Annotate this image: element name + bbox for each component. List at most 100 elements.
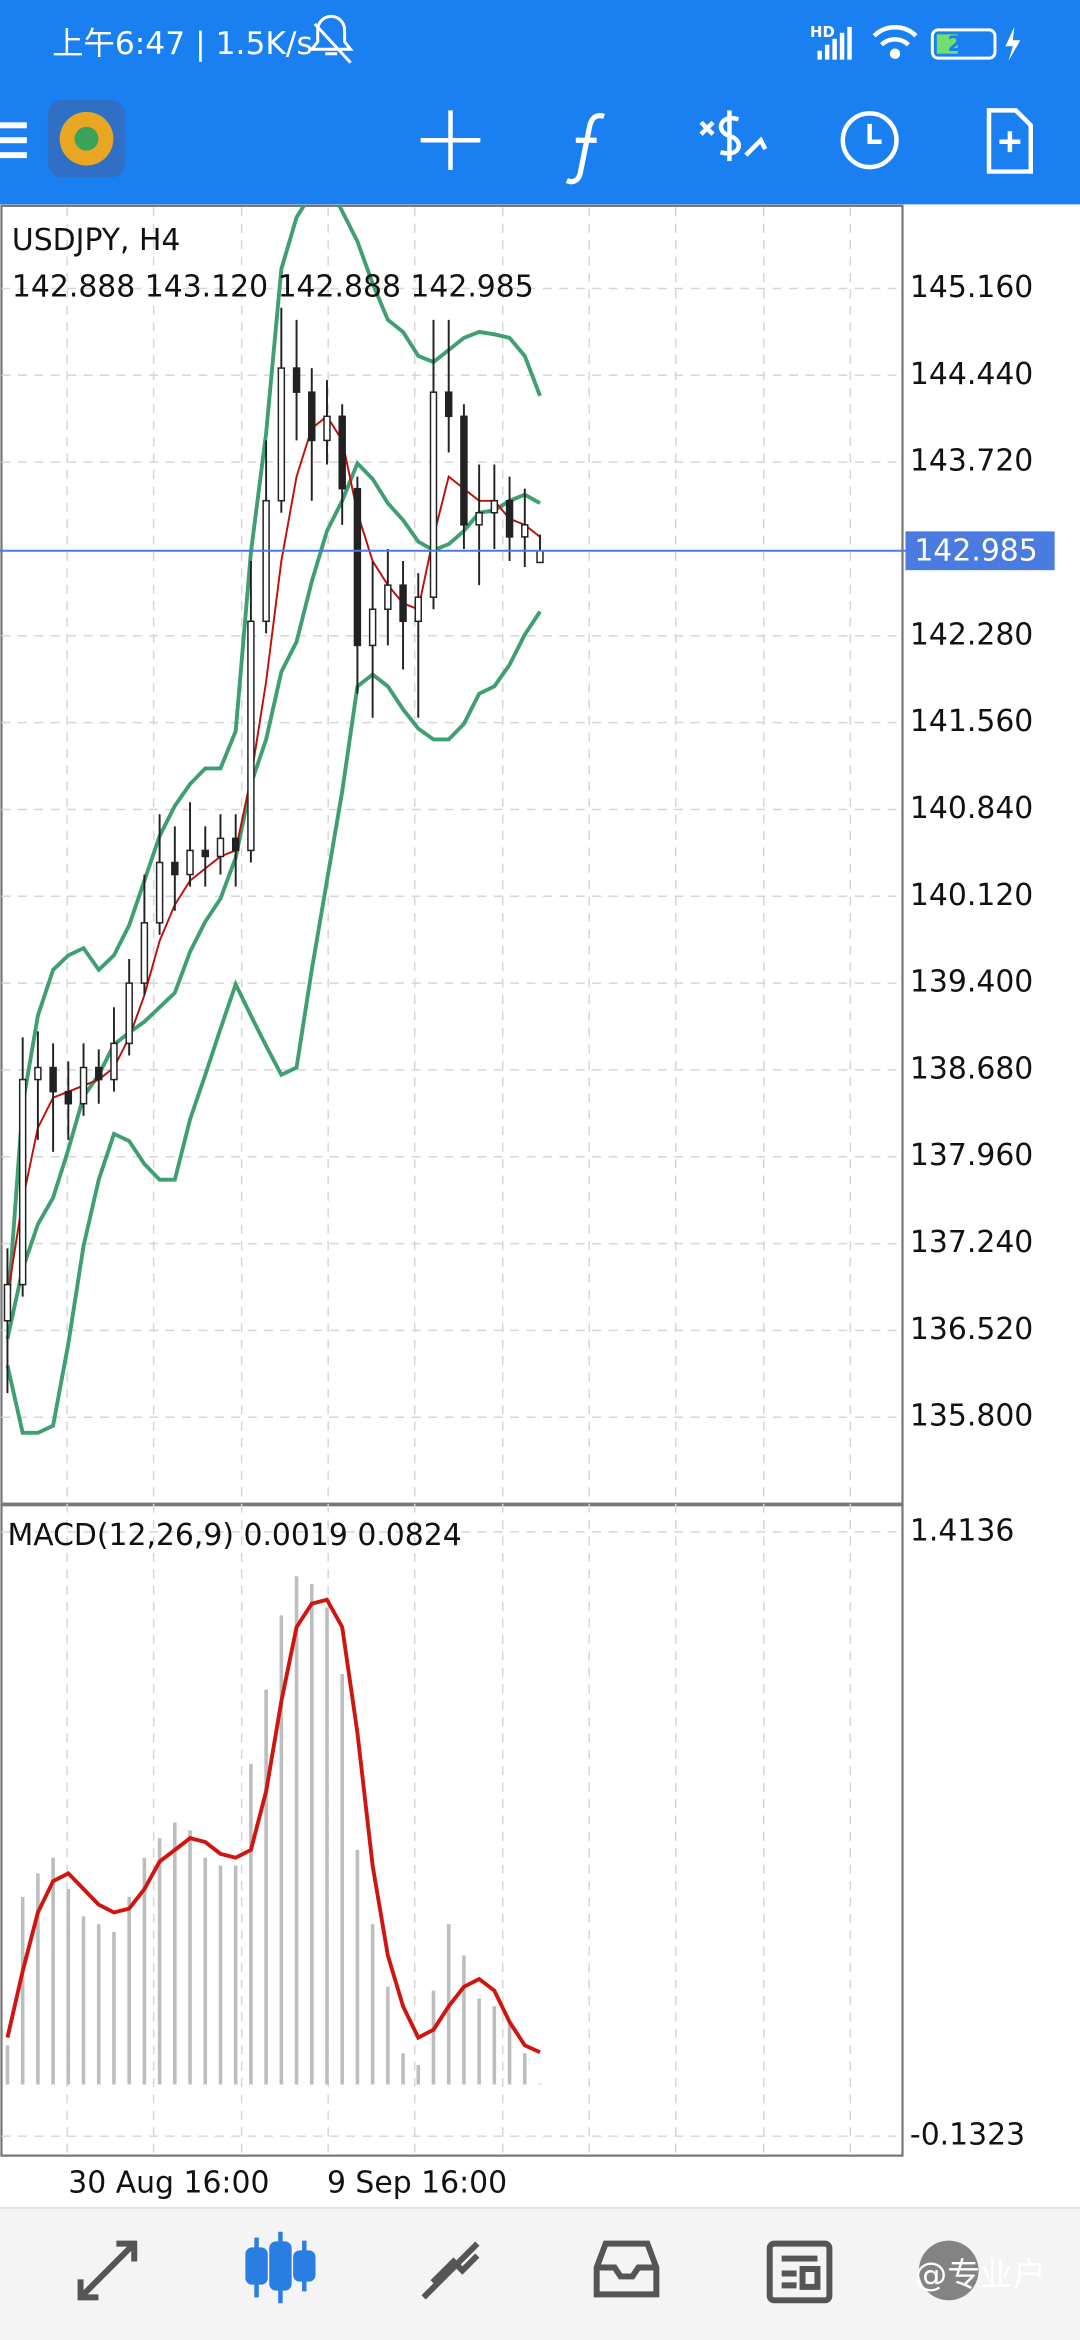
- candle-body: [247, 620, 255, 852]
- app-bar: [0, 0, 1080, 205]
- overlay-line: [6, 414, 541, 1297]
- signal-line: [5, 1597, 541, 2055]
- histogram-bar: [36, 1873, 40, 2085]
- mute-slash: [313, 22, 352, 64]
- histogram-bar: [142, 1857, 147, 2085]
- indicator-button[interactable]: [565, 113, 605, 185]
- trade-tab[interactable]: [421, 2241, 480, 2300]
- candle-body: [277, 367, 286, 502]
- network-label: HD: [810, 23, 835, 41]
- candle-body: [216, 837, 225, 858]
- candle-body: [521, 524, 529, 538]
- macd-title: MACD(12,26,9) 0.0019 0.0824: [7, 1518, 461, 1553]
- histogram-bar: [81, 1916, 86, 2085]
- histogram-bar: [492, 2006, 497, 2085]
- y-tick-label: 1.4136: [910, 1513, 1014, 1548]
- quotes-tab[interactable]: [77, 2240, 138, 2301]
- candle-body: [490, 499, 499, 514]
- mute-icon: [308, 14, 354, 56]
- candle-body: [429, 391, 438, 598]
- new-order-button[interactable]: [986, 108, 1034, 174]
- candle-body: [353, 487, 362, 647]
- menu-button[interactable]: [0, 122, 27, 159]
- candle-body: [18, 1078, 27, 1286]
- charging-icon: [1005, 26, 1021, 62]
- candle-body: [155, 861, 164, 924]
- y-tick-label: 143.720: [910, 444, 1033, 479]
- histogram-bar: [538, 2083, 542, 2085]
- ohlc-label: 142.888 143.120 142.888 142.985: [12, 269, 534, 304]
- current-price-label: 142.985: [914, 534, 1037, 569]
- y-tick-label: 139.400: [910, 965, 1033, 1000]
- x-tick-label: 30 Aug 16:00: [68, 2165, 269, 2200]
- history-tab[interactable]: [593, 2240, 660, 2298]
- main-panel: [0, 204, 904, 1505]
- battery-level: [936, 34, 958, 54]
- histogram-bar: [203, 1857, 208, 2085]
- y-tick-label: 138.680: [910, 1051, 1033, 1086]
- histogram-bar: [157, 1838, 162, 2085]
- candle-body: [3, 1283, 12, 1322]
- histogram-bar: [5, 2045, 10, 2085]
- app-logo-center: [74, 126, 99, 151]
- candle-body: [460, 415, 468, 526]
- candle-body: [110, 1042, 118, 1081]
- histogram-bar: [294, 1576, 299, 2085]
- crosshair-button[interactable]: [420, 110, 481, 171]
- candle-body: [231, 837, 240, 852]
- y-tick-label: 145.160: [910, 270, 1033, 305]
- candle-body: [536, 550, 544, 564]
- histogram-bar: [279, 1615, 284, 2085]
- histogram-bar: [188, 1830, 192, 2085]
- histogram-bar: [416, 2064, 421, 2085]
- histogram-bar: [507, 2021, 512, 2085]
- candle-body: [34, 1066, 42, 1081]
- histogram-bar: [249, 1763, 253, 2085]
- histogram-bar: [51, 1857, 55, 2085]
- candle-body: [308, 391, 316, 442]
- chart-tab[interactable]: [245, 2231, 316, 2304]
- candle-body: [384, 584, 392, 611]
- candle-body: [79, 1066, 88, 1105]
- candle-body: [186, 849, 194, 876]
- histogram-bar: [96, 1924, 101, 2085]
- y-tick-label: 137.240: [910, 1225, 1033, 1260]
- watermark: @专业户: [914, 2256, 1045, 2294]
- y-tick-label: 135.800: [910, 1399, 1033, 1434]
- clock-button[interactable]: [840, 111, 899, 170]
- candle-body: [444, 391, 453, 418]
- y-tick-label: 144.440: [910, 357, 1033, 392]
- y-tick-label: 142.280: [910, 617, 1033, 652]
- overlay-line: [5, 205, 542, 1314]
- histogram-bar: [522, 2053, 527, 2085]
- v-grid: [66, 207, 852, 2155]
- histogram-bar: [340, 1674, 344, 2085]
- x-tick-label: 9 Sep 16:00: [327, 2165, 507, 2200]
- news-tab[interactable]: [766, 2240, 833, 2304]
- candle-body: [49, 1066, 57, 1093]
- histogram-bar: [309, 1584, 314, 2085]
- histogram-bar: [112, 1932, 116, 2085]
- y-tick-label: 136.520: [910, 1312, 1033, 1347]
- y-tick-label: 140.120: [910, 878, 1033, 913]
- candle-body: [292, 367, 301, 393]
- candle-body: [368, 608, 377, 647]
- bottom-nav: [0, 2207, 1080, 2340]
- histogram-bar: [431, 1990, 436, 2085]
- y-tick-label: 141.560: [910, 704, 1033, 739]
- candle-body: [125, 982, 133, 1045]
- candle-body: [64, 1090, 73, 1105]
- candle-body: [505, 499, 514, 538]
- histogram-bar: [370, 1924, 375, 2085]
- histogram-bar: [66, 1889, 71, 2085]
- y-tick-label: 140.840: [910, 791, 1033, 826]
- histogram-bar: [355, 1849, 360, 2085]
- histogram-bar: [20, 1896, 25, 2085]
- candle-body: [262, 499, 270, 623]
- trade-button[interactable]: [699, 110, 768, 162]
- current-price-box: [905, 531, 1055, 571]
- histogram-bar: [264, 1689, 268, 2085]
- candle-body: [414, 596, 423, 623]
- signal-icon: [817, 26, 852, 60]
- candle-body: [140, 922, 149, 984]
